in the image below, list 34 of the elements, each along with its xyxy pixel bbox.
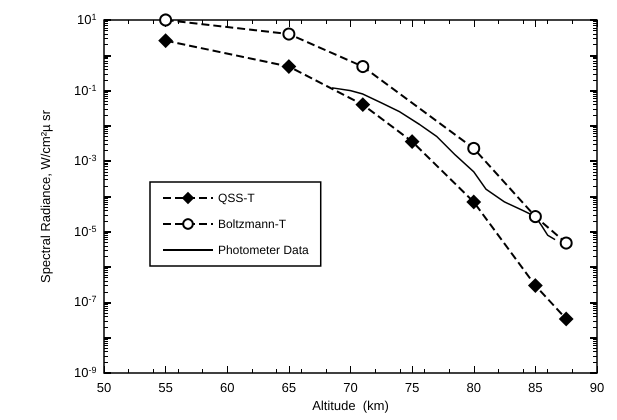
point [528, 278, 542, 293]
point [356, 98, 370, 112]
x-tick-label: 90 [590, 380, 604, 395]
x-tick-label: 60 [220, 380, 234, 395]
legend-label: Photometer Data [218, 243, 310, 257]
y-tick-label: 10$^{-5}$ [74, 224, 96, 239]
x-tick-label: 80 [466, 380, 481, 395]
point [158, 34, 173, 48]
x-tick-label: 75 [404, 380, 420, 395]
x-tick-label: 50 [96, 380, 112, 395]
point [282, 28, 296, 41]
legend-label: QSS-T [218, 191, 256, 205]
point [356, 60, 370, 74]
x-tick-label: 85 [528, 380, 543, 395]
y-tick-label: 10$^{1}$ [77, 12, 96, 27]
y-axis-title: Spectral Radiance, W/cm²µ sr [38, 109, 53, 283]
x-tick-label: 55 [158, 380, 173, 395]
point [466, 194, 481, 209]
x-tick-label: 70 [343, 380, 358, 395]
y-tick-label: 10$^{-1}$ [74, 82, 96, 98]
point [467, 142, 480, 155]
y-tick-label: 10$^{-7}$ [74, 294, 96, 310]
point [159, 14, 172, 26]
legend-label: Boltzmann-T [218, 217, 287, 231]
y-tick-label: 10$^{-9}$ [74, 365, 96, 380]
point [405, 134, 420, 149]
x-tick-label: 65 [282, 380, 296, 395]
y-tick-label: 10$^{-3}$ [74, 153, 96, 168]
point [528, 210, 542, 224]
point [282, 60, 296, 74]
point [560, 236, 573, 250]
point [559, 312, 574, 326]
line-series [331, 87, 556, 240]
x-axis-title: Altitude (km) [312, 398, 389, 413]
